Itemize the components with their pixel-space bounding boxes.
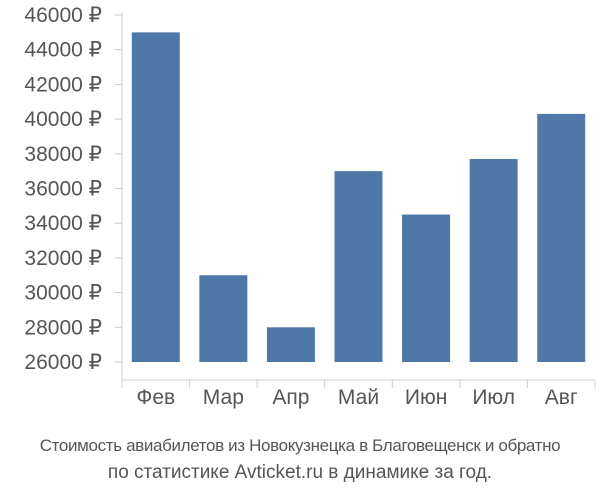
x-tick-label: Авг: [545, 386, 578, 409]
x-tick-label: Фев: [136, 386, 175, 409]
bar-Июл: [469, 159, 518, 362]
y-tick-label: 42000 ₽: [24, 73, 102, 96]
x-tick-label: Май: [338, 386, 379, 409]
bar-Апр: [266, 327, 315, 362]
bar-Май: [334, 171, 383, 362]
x-axis-ticks: Фев Мар Апр Май Июн Июл Авг: [121, 380, 596, 409]
bars: [131, 32, 586, 363]
y-tick-label: 30000 ₽: [24, 282, 102, 305]
bar-Июн: [402, 214, 451, 362]
y-tick-label: 40000 ₽: [24, 108, 102, 131]
y-tick-label: 38000 ₽: [24, 143, 102, 166]
y-tick-label: 46000 ₽: [24, 4, 102, 27]
y-tick-label: 34000 ₽: [24, 212, 102, 235]
bar-Фев: [131, 32, 180, 362]
y-tick-label: 32000 ₽: [24, 247, 102, 270]
y-tick-label: 44000 ₽: [24, 39, 102, 62]
x-tick-label: Мар: [203, 386, 244, 409]
chart-caption-line-2: по статистике Avticket.ru в динамике за …: [107, 462, 493, 483]
y-tick-label: 36000 ₽: [24, 178, 102, 201]
axes: [121, 12, 595, 381]
bar-Мар: [199, 275, 248, 362]
y-tick-label: 26000 ₽: [24, 351, 102, 374]
chart-caption-line-1: Стоимость авиабилетов из Новокузнецка в …: [39, 436, 561, 455]
x-tick-label: Июн: [405, 386, 447, 409]
y-axis-ticks: 26000 ₽ 28000 ₽ 30000 ₽ 32000 ₽ 34000 ₽ 36000…: [24, 4, 122, 374]
x-tick-label: Апр: [272, 386, 309, 409]
bar-Авг: [537, 113, 586, 363]
y-tick-label: 28000 ₽: [24, 316, 102, 339]
bar-chart: 26000 ₽ 28000 ₽ 30000 ₽ 32000 ₽ 34000 ₽ 36000…: [24, 4, 596, 409]
x-tick-label: Июл: [472, 386, 515, 409]
